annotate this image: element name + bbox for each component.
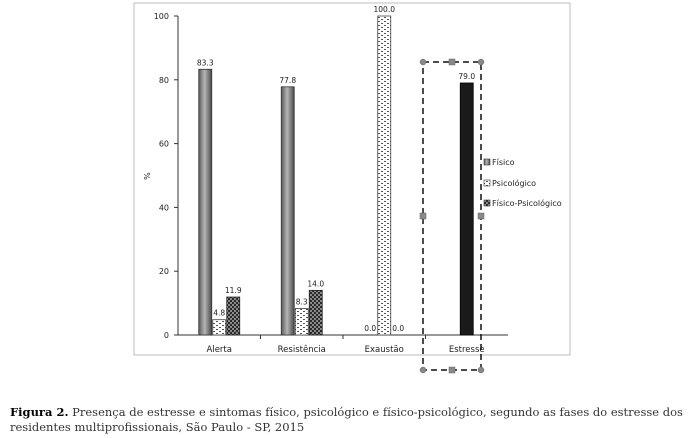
data-label: 79.0 <box>458 72 475 81</box>
y-tick-label: 40 <box>159 203 169 212</box>
bar <box>280 86 295 336</box>
chart: 0 20 40 60 80 100% Alerta Resistência Exaustão Es… <box>133 2 571 374</box>
selection-handle <box>419 366 427 374</box>
bar <box>226 296 241 336</box>
legend-swatch <box>483 199 491 207</box>
x-tick-label: Estresse <box>449 345 485 355</box>
data-label: 4.8 <box>213 309 225 318</box>
legend-swatch <box>483 179 491 187</box>
bar <box>308 289 323 336</box>
data-label: 11.9 <box>225 286 242 295</box>
y-tick-label: 20 <box>159 267 169 276</box>
legend-label: Psicológico <box>492 178 536 188</box>
y-axis-label: % <box>143 172 152 180</box>
caption-text: Presença de estresse e sintomas físico, … <box>10 405 683 434</box>
selection-handle <box>477 212 485 220</box>
bar <box>294 308 309 336</box>
selection-handle <box>419 212 427 220</box>
data-label: 100.0 <box>374 5 396 14</box>
bar <box>377 15 392 336</box>
selection-handle <box>448 366 456 374</box>
y-tick-label: 0 <box>164 331 169 340</box>
legend-label: Físico <box>492 158 515 167</box>
data-label: 0.0 <box>392 324 404 333</box>
selection-handle <box>448 58 456 66</box>
selection-handle <box>477 58 485 66</box>
x-tick-label: Resistência <box>278 344 326 355</box>
data-label: 77.8 <box>279 76 296 85</box>
x-tick-label: Alerta <box>207 345 232 355</box>
bar <box>212 319 227 336</box>
data-label: 0.0 <box>364 324 376 333</box>
chart-frame <box>133 2 571 356</box>
x-tick-label: Exaustão <box>365 345 404 355</box>
data-label: 8.3 <box>296 298 308 307</box>
legend-swatch <box>483 158 491 166</box>
selection-handle <box>477 366 485 374</box>
figure-caption: Figura 2. Presença de estresse e sintoma… <box>10 405 692 435</box>
y-tick-label: 60 <box>159 140 169 149</box>
data-label: 83.3 <box>197 58 214 67</box>
caption-label: Figura 2. <box>10 405 69 419</box>
data-label: 14.0 <box>307 279 324 288</box>
selection-handle <box>419 58 427 66</box>
legend-label: Físico-Psicológico <box>492 198 562 208</box>
y-tick-label: 80 <box>159 76 169 85</box>
bar <box>198 68 213 336</box>
y-tick-label: 100 <box>154 12 169 21</box>
bar-estresse <box>459 82 474 336</box>
